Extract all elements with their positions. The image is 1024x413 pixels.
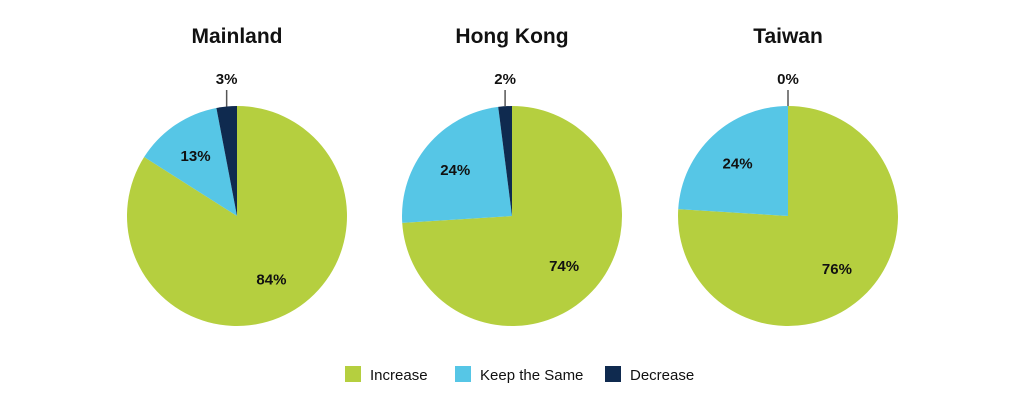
pie-slice-mainland-keep-the-same [144,107,237,216]
data-label-hong-kong-keep-the-same: 24% [440,162,470,179]
pie-slice-hong-kong-decrease [498,106,512,216]
chart-title-taiwan: Taiwan [753,25,823,48]
data-label-mainland-keep-the-same: 13% [181,148,211,165]
legend-swatch-increase [345,366,361,382]
chart-title-hong-kong: Hong Kong [455,25,568,48]
data-label-mainland-increase: 84% [256,272,286,289]
data-label-taiwan-decrease: 0% [777,71,799,88]
pie-slice-hong-kong-keep-the-same [402,106,512,223]
data-label-mainland-decrease: 3% [216,71,238,88]
pie-slice-mainland-decrease [216,106,237,216]
legend-swatch-decrease [605,366,621,382]
pie-slice-hong-kong-increase [402,106,623,326]
pie-slice-taiwan-keep-the-same [678,106,788,216]
data-label-taiwan-increase: 76% [822,261,852,278]
data-label-hong-kong-decrease: 2% [494,71,516,88]
legend-label-decrease: Decrease [630,367,694,384]
legend-label-keep-the-same: Keep the Same [480,367,583,384]
chart-title-mainland: Mainland [191,25,282,48]
data-label-hong-kong-increase: 74% [549,258,579,275]
legend-swatch-keep-the-same [455,366,471,382]
pie-slice-taiwan-increase [678,106,899,326]
data-label-taiwan-keep-the-same: 24% [723,155,753,172]
pie-slice-mainland-increase [126,106,347,326]
legend-label-increase: Increase [370,367,428,384]
